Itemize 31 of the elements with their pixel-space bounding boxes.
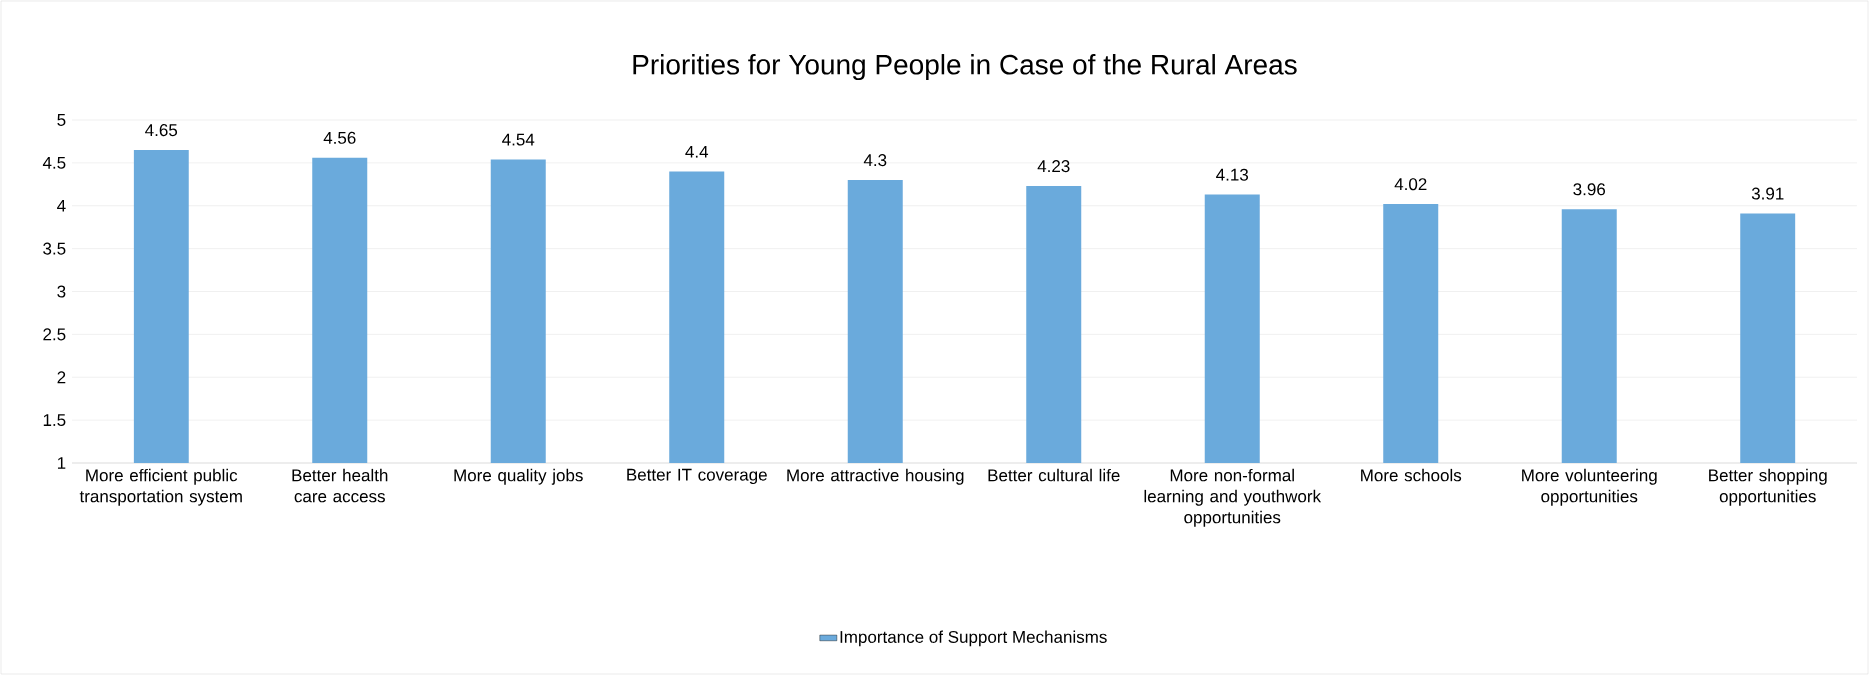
y-tick-label: 4.5 xyxy=(42,156,66,169)
y-tick-label: 2.5 xyxy=(43,328,66,341)
x-tick-label: More attractive housing xyxy=(787,468,964,485)
data-label: 3.91 xyxy=(1751,187,1784,200)
x-tick-label: Better IT coverage xyxy=(627,468,767,485)
data-label: 4.02 xyxy=(1394,178,1427,191)
y-tick-label: 2 xyxy=(57,371,66,384)
x-tick-label: More non-formal learning and youthwork opportunities xyxy=(1144,468,1322,527)
data-label: 4.56 xyxy=(323,131,356,144)
data-label: 4.3 xyxy=(863,154,887,167)
legend-label: Importance of Support Mechanisms xyxy=(840,630,1107,647)
data-label: 4.4 xyxy=(685,145,709,158)
data-label: 4.23 xyxy=(1037,160,1070,173)
data-label: 4.65 xyxy=(145,124,178,137)
chart-title: Priorities for Young People in Case of the Rural Areas xyxy=(633,54,1297,81)
x-tick-label: More efficient public transportation system xyxy=(79,468,242,506)
y-tick-label: 5 xyxy=(57,114,66,126)
x-tick-label: More quality jobs xyxy=(454,468,583,485)
data-label: 3.96 xyxy=(1573,183,1606,196)
x-tick-label: Better health care access xyxy=(292,468,388,503)
y-tick-label: 4 xyxy=(57,199,66,212)
x-tick-label: Better cultural life xyxy=(988,468,1120,482)
data-label: 4.13 xyxy=(1216,168,1249,181)
y-tick-label: 1 xyxy=(57,457,66,469)
y-tick-label: 3.5 xyxy=(43,242,66,255)
x-tick-label: More volunteering opportunities xyxy=(1522,468,1657,506)
x-tick-label: Better shopping opportunities xyxy=(1709,468,1827,506)
y-tick-label: 1.5 xyxy=(43,414,66,427)
x-tick-label: More schools xyxy=(1361,468,1462,482)
y-tick-label: 3 xyxy=(57,285,66,298)
data-label: 4.54 xyxy=(502,133,535,146)
